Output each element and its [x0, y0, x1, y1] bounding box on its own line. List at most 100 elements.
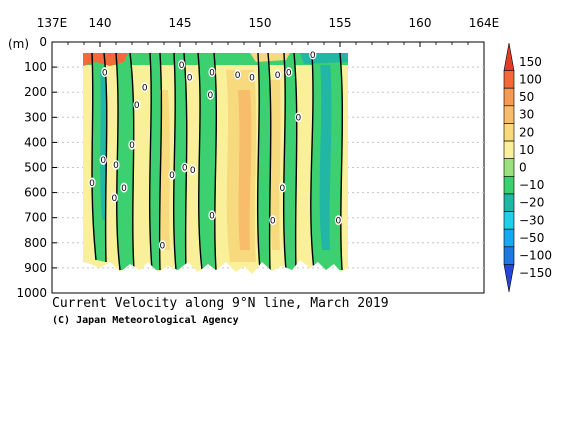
- contour-label: 0: [121, 184, 127, 194]
- y-tick-label: 900: [24, 261, 47, 275]
- contour-label: 0: [190, 166, 196, 176]
- colorbar-swatch: [503, 87, 515, 107]
- contour-label: 0: [296, 114, 302, 124]
- y-tick-label: 200: [24, 85, 47, 99]
- y-tick-label: 500: [24, 161, 47, 175]
- colorbar-label: −30: [519, 213, 544, 227]
- contour-label-bg: [120, 182, 128, 193]
- contour-label-bg: [285, 67, 293, 78]
- contour-label-bg: [208, 210, 216, 221]
- contour-label: 0: [182, 164, 188, 174]
- contour-label: 0: [134, 101, 140, 111]
- contour-label-bg: [248, 72, 256, 83]
- x-tick-label: 155: [329, 16, 352, 30]
- contour-label-bg: [181, 162, 189, 173]
- contour-label-bg: [112, 159, 120, 170]
- credit-text: (C) Japan Meteorological Agency: [52, 314, 239, 326]
- contour-label: 0: [310, 51, 316, 61]
- velocity-field: [83, 53, 348, 274]
- y-tick-label: 1000: [16, 286, 47, 300]
- contour-label: 0: [129, 141, 135, 151]
- contour-label: 0: [275, 71, 281, 81]
- y-axis: 0 100 200 300 400 500 600 700 800 900 1000: [16, 35, 57, 300]
- y-tick-label: 700: [24, 211, 47, 225]
- colorbar-label: 20: [519, 125, 534, 139]
- x-tick-label: 140: [89, 16, 112, 30]
- x-axis: 137E 140 145 150 155 160 164E: [37, 16, 499, 47]
- contour-label-bg: [206, 89, 214, 100]
- colorbar-label: 0: [519, 161, 527, 175]
- x-tick-label: 150: [249, 16, 272, 30]
- contour-label: 0: [160, 242, 166, 252]
- contour-label-bg: [234, 69, 242, 80]
- contour-label-bg: [133, 99, 141, 110]
- contour-label-bg: [208, 67, 216, 78]
- contour-label-bg: [110, 192, 118, 203]
- contour-label-bg: [294, 112, 302, 123]
- y-tick-label: 0: [39, 35, 47, 49]
- colorbar-swatch: [503, 211, 515, 230]
- contour-label: 0: [142, 83, 148, 93]
- contour-label-bg: [158, 240, 166, 251]
- contour-label-bg: [269, 215, 277, 226]
- contour-label-bg: [278, 182, 286, 193]
- x-tick-label: 137E: [37, 16, 68, 30]
- y-tick-label: 300: [24, 110, 47, 124]
- colorbar-label: −100: [519, 249, 552, 263]
- contour-label: 0: [187, 73, 193, 83]
- colorbar-label: 50: [519, 90, 534, 104]
- colorbar-swatch: [503, 140, 515, 159]
- contour-label: 0: [249, 73, 255, 83]
- contour-label-bg: [309, 49, 317, 60]
- contour-label: 0: [280, 184, 286, 194]
- contour-label: 0: [286, 68, 292, 78]
- contour-label-bg: [88, 177, 96, 188]
- colorbar-label: 30: [519, 108, 534, 122]
- contour-label: 0: [169, 171, 175, 181]
- contour-label: 0: [112, 194, 118, 204]
- colorbar-swatch: [503, 193, 515, 212]
- colorbar-swatch: [503, 42, 515, 71]
- chart-title: Current Velocity along 9°N line, March 2…: [52, 296, 389, 311]
- contour-label: 0: [336, 216, 342, 226]
- contour-label-bg: [168, 170, 176, 181]
- colorbar-label: −20: [519, 196, 544, 210]
- contour-label-bg: [141, 82, 149, 93]
- contour-label: 0: [208, 91, 214, 101]
- colorbar-label: −50: [519, 231, 544, 245]
- y-tick-label: 600: [24, 186, 47, 200]
- colorbar-swatch: [503, 264, 515, 293]
- y-tick-label: 400: [24, 135, 47, 149]
- contour-label: 0: [102, 68, 108, 78]
- colorbar-label: −150: [519, 266, 552, 280]
- contour-label: 0: [235, 71, 241, 81]
- colorbar-swatch: [503, 123, 515, 142]
- contour-label-bg: [186, 72, 194, 83]
- contour-label-bg: [178, 59, 186, 70]
- y-tick-label: 800: [24, 236, 47, 250]
- colorbar-swatch: [503, 105, 515, 124]
- contour-label: 0: [100, 156, 106, 166]
- colorbar-label: −10: [519, 178, 544, 192]
- contour-label: 0: [209, 211, 215, 221]
- colorbar-swatch: [503, 158, 515, 177]
- colorbar-label: 150: [519, 55, 542, 69]
- y-tick-label: 100: [24, 60, 47, 74]
- colorbar-label: 10: [519, 143, 534, 157]
- contour-label-bg: [128, 139, 136, 150]
- contour-label-bg: [274, 69, 282, 80]
- contour-label: 0: [270, 216, 276, 226]
- colorbar-label: 100: [519, 72, 542, 86]
- contour-label: 0: [209, 68, 215, 78]
- x-tick-label: 160: [409, 16, 432, 30]
- y-axis-unit-label: (m): [8, 37, 29, 51]
- colorbar-swatch: [503, 228, 515, 248]
- contour-label-bg: [101, 67, 109, 78]
- colorbar-swatch: [503, 70, 515, 89]
- contour-label: 0: [113, 161, 119, 171]
- contour-label: 0: [89, 179, 95, 189]
- colorbar-swatch: [503, 176, 515, 195]
